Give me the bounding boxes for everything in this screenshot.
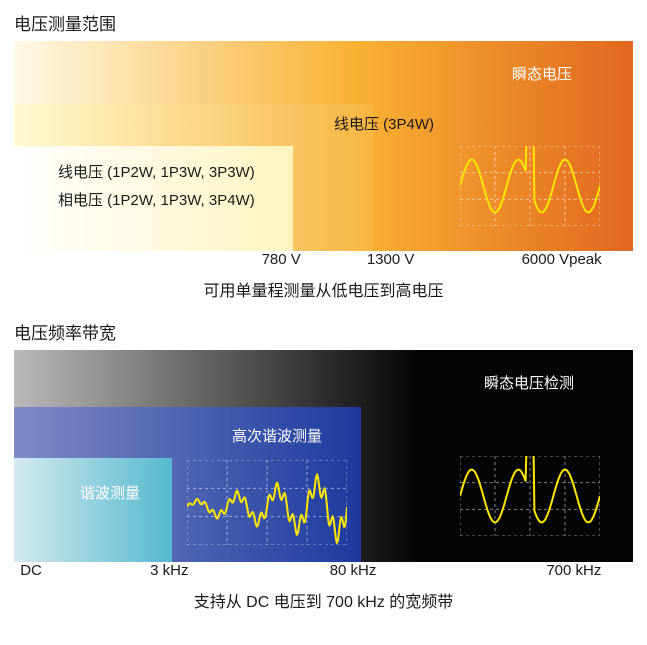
bottom-harmonic-wave-icon	[187, 460, 347, 545]
bottom-chart-area: 瞬态电压检测 高次谐波测量 谐波测量 DC 3 kHz 80 kHz 700 kHz	[14, 350, 633, 582]
axis-tick: 700 kHz	[546, 562, 601, 579]
top-transient-label: 瞬态电压	[512, 63, 572, 84]
bottom-chart: 瞬态电压检测 高次谐波测量 谐波测量	[14, 350, 633, 562]
bottom-axis-labels: DC 3 kHz 80 kHz 700 kHz	[14, 562, 633, 582]
bottom-transient-label: 瞬态电压检测	[484, 372, 574, 393]
bottom-band-mid-label: 高次谐波测量	[232, 425, 322, 446]
bottom-transient-wave-icon	[460, 456, 600, 536]
top-chart-area: 瞬态电压 线电压 (3P4W) 线电压 (1P2W, 1P3W, 3P3W) 相…	[14, 41, 633, 271]
top-transient-wave-icon	[460, 146, 600, 226]
top-chart: 瞬态电压 线电压 (3P4W) 线电压 (1P2W, 1P3W, 3P3W) 相…	[14, 41, 633, 251]
axis-tick: 780 V	[262, 251, 301, 268]
bottom-band-inner-label: 谐波测量	[80, 482, 140, 503]
top-caption: 可用单量程测量从低电压到高电压	[14, 277, 633, 301]
axis-tick: 80 kHz	[330, 562, 377, 579]
axis-tick: 6000 Vpeak	[522, 251, 602, 268]
top-band-mid-label: 线电压 (3P4W)	[334, 113, 434, 134]
axis-tick: 1300 V	[367, 251, 415, 268]
axis-tick: DC	[20, 562, 42, 579]
top-section-title: 电压测量范围	[14, 10, 633, 35]
top-band-inner-label-b: 相电压 (1P2W, 1P3W, 3P4W)	[58, 189, 255, 210]
top-axis-labels: 780 V 1300 V 6000 Vpeak	[14, 251, 633, 271]
bottom-band-inner	[14, 458, 172, 562]
axis-tick: 3 kHz	[150, 562, 188, 579]
top-band-inner-label-a: 线电压 (1P2W, 1P3W, 3P3W)	[58, 161, 255, 182]
bottom-section-title: 电压频率带宽	[14, 319, 633, 344]
bottom-caption: 支持从 DC 电压到 700 kHz 的宽频带	[14, 588, 633, 612]
